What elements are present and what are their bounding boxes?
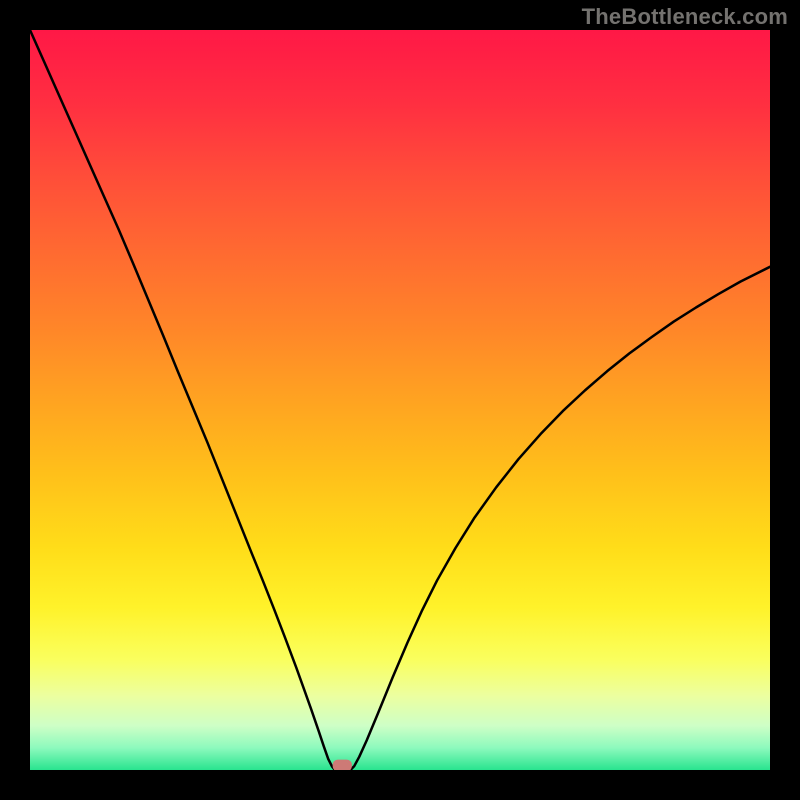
chart-frame: TheBottleneck.com bbox=[0, 0, 800, 800]
watermark-text: TheBottleneck.com bbox=[582, 4, 788, 30]
bottleneck-curve-chart bbox=[30, 30, 770, 770]
plot-area bbox=[30, 30, 770, 770]
optimal-point-marker bbox=[333, 760, 352, 770]
